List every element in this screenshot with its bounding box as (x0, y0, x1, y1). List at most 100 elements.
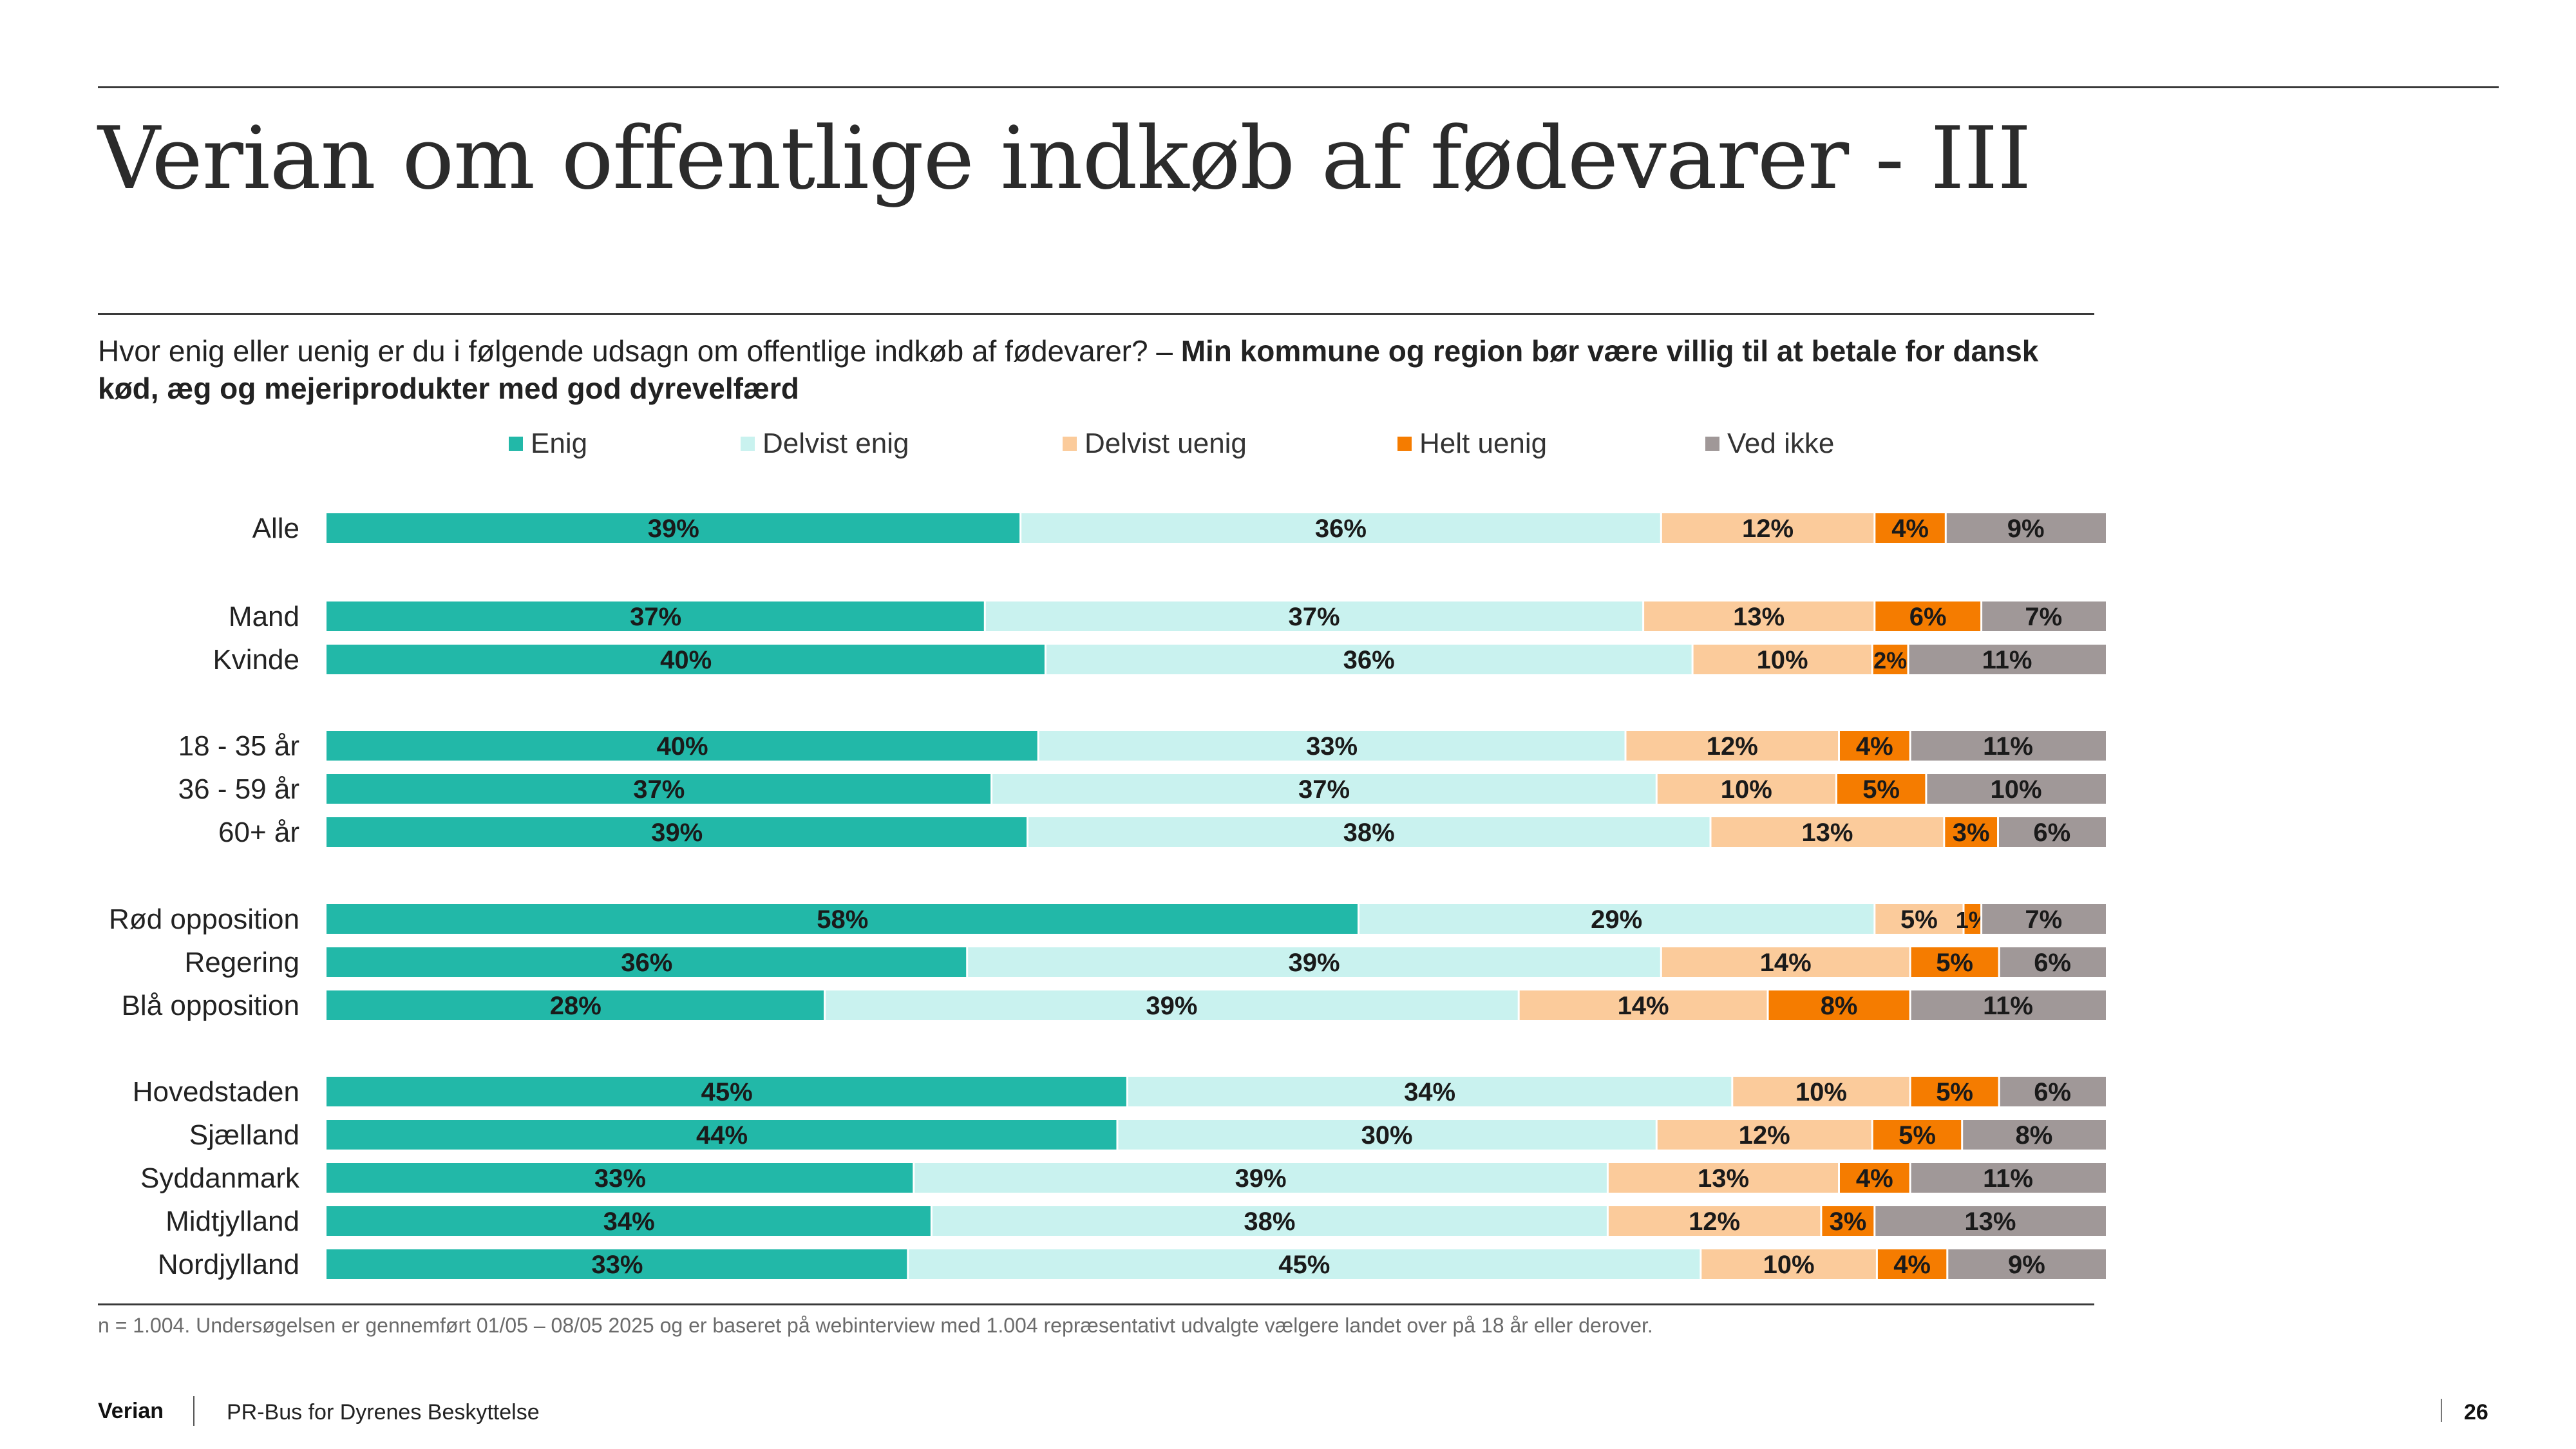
data-label: 6% (2033, 819, 2070, 847)
footnote: n = 1.004. Undersøgelsen er gennemført 0… (98, 1314, 1653, 1337)
bar-segment-helt-uenig (1836, 774, 1926, 804)
bar-segment-delvist-uenig (1519, 990, 1768, 1020)
data-label: 6% (2034, 949, 2071, 977)
data-label: 40% (660, 646, 712, 674)
bar-segment-ved-ikke (1981, 904, 2106, 934)
data-label: 4% (1891, 515, 1929, 543)
bar-segment-delvist-uenig (1710, 817, 1944, 847)
data-label: 39% (1288, 949, 1340, 977)
bar-segment-ved-ikke (1947, 1249, 2106, 1279)
bar-segment-enig (327, 1206, 932, 1236)
data-label: 11% (1983, 1164, 2033, 1193)
bar-segment-enig (327, 904, 1359, 934)
bar-segment-ved-ikke (1910, 990, 2106, 1020)
data-label: 11% (1983, 732, 2033, 761)
data-label: 10% (1795, 1078, 1847, 1106)
bar-segment-ved-ikke (1999, 947, 2106, 977)
data-label: 39% (1235, 1164, 1287, 1193)
bar-segment-enig (327, 731, 1039, 761)
bar-segment-delvist-enig (931, 1206, 1608, 1236)
data-label: 45% (1278, 1251, 1330, 1279)
legend-label: Delvist enig (762, 428, 909, 459)
bar-row-kvinde: Kvinde 40% 36% 10% 2% 11% (213, 644, 2106, 676)
bar-segment-helt-uenig (1821, 1206, 1875, 1236)
bar-segment-enig (327, 947, 967, 977)
bar-segment-delvist-enig (1358, 904, 1875, 934)
data-label: 33% (1306, 732, 1358, 761)
data-label: 36% (1315, 515, 1367, 543)
bar-segment-delvist-uenig (1656, 774, 1837, 804)
bar-segment-helt-uenig (1872, 1120, 1962, 1150)
category-label: Kvinde (213, 644, 299, 676)
data-label: 10% (1721, 775, 1772, 804)
data-label: 11% (1982, 646, 2032, 674)
bar-segment-delvist-uenig (1700, 1249, 1877, 1279)
legend-label: Helt uenig (1419, 428, 1548, 459)
data-label: 39% (651, 819, 703, 847)
bar-row-60-aar: 60+ år 39% 38% 13% 3% 6% (218, 817, 2106, 848)
data-label: 37% (633, 775, 685, 804)
bar-segment-delvist-uenig (1643, 601, 1875, 631)
bar-segment-helt-uenig (1964, 904, 1982, 934)
category-label: Mand (229, 601, 299, 632)
data-label: 39% (1146, 992, 1197, 1020)
bar-segment-delvist-enig (991, 774, 1657, 804)
bar-row-syddanmark: Syddanmark 33% 39% 13% 4% 11% (140, 1162, 2106, 1194)
bar-segment-delvist-enig (907, 1249, 1701, 1279)
category-label: 18 - 35 år (178, 730, 299, 762)
data-label: 13% (1964, 1208, 2016, 1236)
category-label: Hovedstaden (133, 1076, 299, 1108)
data-label: 8% (2015, 1121, 2052, 1150)
data-label: 5% (1862, 775, 1900, 804)
data-label: 13% (1733, 603, 1785, 631)
bar-segment-delvist-uenig (1607, 1206, 1821, 1236)
bar-row-18-35-aar: 18 - 35 år 40% 33% 12% 4% 11% (178, 730, 2106, 762)
bar-segment-ved-ikke (1908, 645, 2106, 674)
bar-segment-delvist-uenig (1661, 947, 1911, 977)
bar-segment-enig (327, 1249, 908, 1279)
data-label: 2% (1873, 647, 1907, 674)
bar-segment-helt-uenig (1910, 947, 2000, 977)
legend-item-ved-ikke: Ved ikke (1705, 428, 1834, 460)
page-title: Verian om offentlige indkøb af fødevarer… (98, 108, 2031, 209)
bar-row-regering: Regering 36% 39% 14% 5% 6% (184, 947, 2106, 978)
bar-row-36-59-aar: 36 - 59 år 37% 37% 10% 5% 10% (178, 773, 2106, 805)
bottom-rule (98, 1303, 2094, 1305)
data-label: 12% (1689, 1208, 1740, 1236)
data-label: 4% (1893, 1251, 1931, 1279)
question-statement: Min kommune og region bør være villig ti… (98, 334, 2039, 405)
data-label: 33% (594, 1164, 646, 1193)
legend-item-delvist-uenig: Delvist uenig (1063, 428, 1247, 460)
bar-segment-helt-uenig (1874, 601, 1982, 631)
data-label: 5% (1936, 949, 1973, 977)
bar-segment-delvist-enig (1038, 731, 1625, 761)
legend-swatch (1705, 437, 1719, 451)
bar-segment-delvist-enig (913, 1163, 1608, 1193)
page-number-divider (2441, 1399, 2442, 1422)
data-label: 30% (1361, 1121, 1413, 1150)
category-label: 60+ år (218, 817, 299, 848)
footer-client: PR-Bus for Dyrenes Beskyttelse (227, 1400, 540, 1425)
category-label: Nordjylland (158, 1249, 299, 1280)
legend-swatch (1397, 437, 1412, 451)
category-label: Alle (252, 513, 299, 544)
legend-item-helt-uenig: Helt uenig (1397, 428, 1547, 460)
bar-segment-delvist-uenig (1661, 513, 1875, 543)
bar-segment-enig (327, 990, 825, 1020)
bar-row-sjaelland: Sjælland 44% 30% 12% 5% 8% (189, 1119, 2106, 1151)
bar-segment-enig (327, 1120, 1117, 1150)
data-label: 3% (1829, 1208, 1866, 1236)
data-label: 34% (603, 1208, 655, 1236)
bar-segment-helt-uenig (1944, 817, 1998, 847)
bar-segment-enig (327, 601, 985, 631)
data-label: 29% (1591, 905, 1642, 934)
category-label: Sjælland (189, 1119, 299, 1151)
bar-segment-delvist-enig (1045, 645, 1693, 674)
bar-segment-delvist-enig (824, 990, 1519, 1020)
data-label: 45% (701, 1078, 753, 1106)
data-label: 12% (1707, 732, 1758, 761)
footer-divider (193, 1396, 194, 1426)
bar-segment-delvist-enig (1117, 1120, 1657, 1150)
legend-swatch (509, 437, 523, 451)
